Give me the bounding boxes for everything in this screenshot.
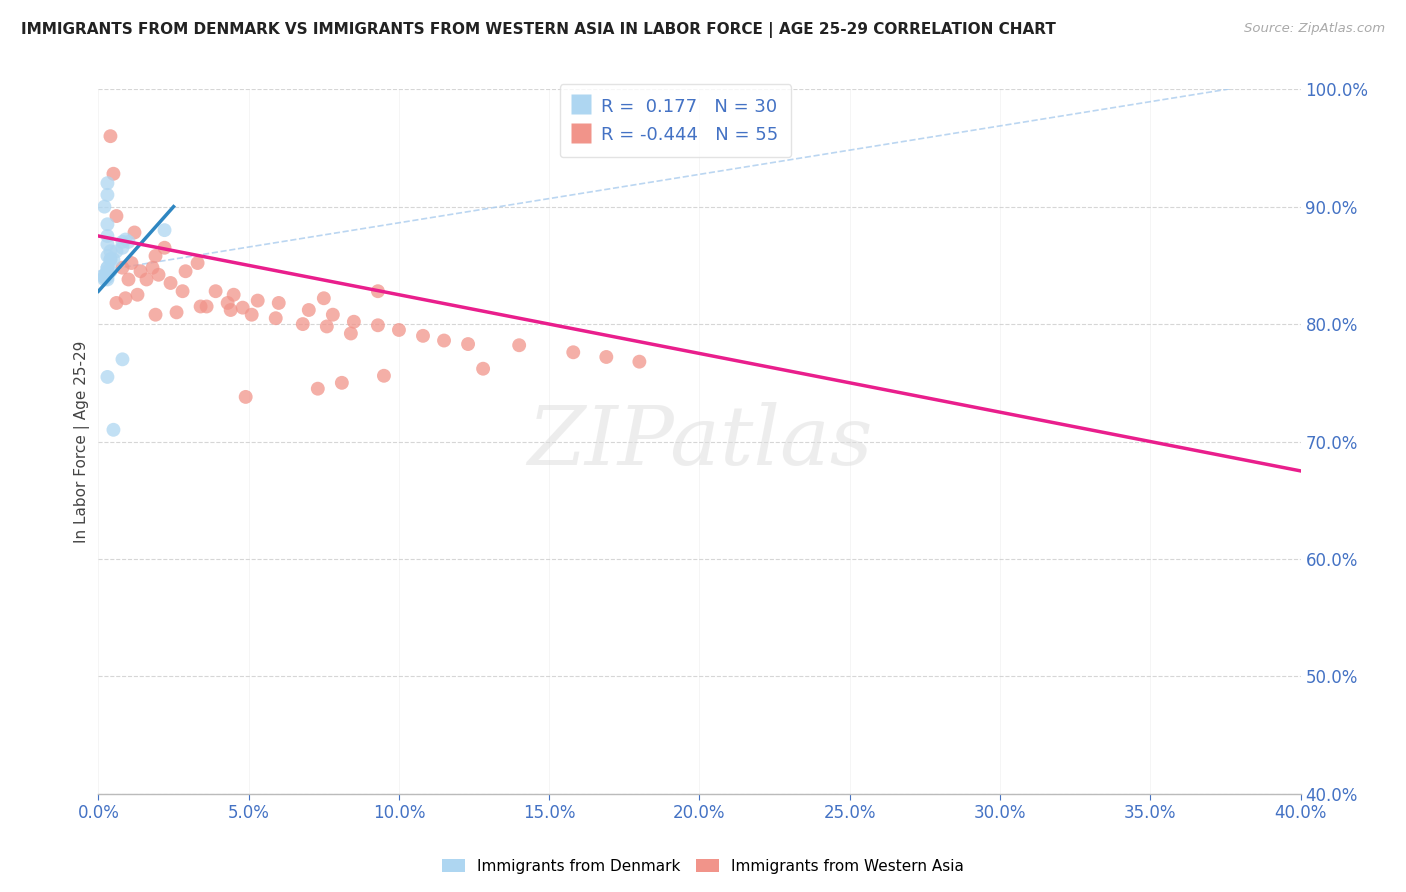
Point xyxy=(100,244,122,259)
Point xyxy=(267,296,290,310)
Point xyxy=(433,334,456,348)
Legend: R =  0.177   N = 30, R = -0.444   N = 55: R = 0.177 N = 30, R = -0.444 N = 55 xyxy=(560,84,792,157)
Point xyxy=(100,129,122,144)
Point xyxy=(111,352,134,367)
Point xyxy=(114,233,136,247)
Point xyxy=(111,235,134,249)
Point xyxy=(315,319,337,334)
Point xyxy=(96,272,118,286)
Point xyxy=(121,256,143,270)
Point xyxy=(195,300,218,314)
Point xyxy=(298,303,321,318)
Point xyxy=(307,382,329,396)
Point xyxy=(148,268,170,282)
Point xyxy=(373,368,395,383)
Point xyxy=(159,276,181,290)
Point xyxy=(153,241,176,255)
Point xyxy=(367,284,389,298)
Point xyxy=(103,423,125,437)
Point xyxy=(100,264,122,278)
Point xyxy=(100,252,122,267)
Point xyxy=(96,229,118,244)
Point xyxy=(340,326,363,341)
Point xyxy=(508,338,530,352)
Text: IMMIGRANTS FROM DENMARK VS IMMIGRANTS FROM WESTERN ASIA IN LABOR FORCE | AGE 25-: IMMIGRANTS FROM DENMARK VS IMMIGRANTS FR… xyxy=(21,22,1056,38)
Point xyxy=(204,284,226,298)
Legend: Immigrants from Denmark, Immigrants from Western Asia: Immigrants from Denmark, Immigrants from… xyxy=(436,853,970,880)
Point xyxy=(172,284,194,298)
Point xyxy=(412,328,434,343)
Point xyxy=(105,296,128,310)
Y-axis label: In Labor Force | Age 25-29: In Labor Force | Age 25-29 xyxy=(75,341,90,542)
Point xyxy=(145,308,167,322)
Point xyxy=(93,268,115,282)
Point xyxy=(103,252,125,267)
Point xyxy=(190,300,212,314)
Point xyxy=(124,226,146,240)
Point xyxy=(628,354,651,368)
Point xyxy=(343,315,366,329)
Point xyxy=(96,260,118,275)
Point xyxy=(330,376,353,390)
Point xyxy=(114,291,136,305)
Text: ZIPatlas: ZIPatlas xyxy=(527,401,872,482)
Point xyxy=(187,256,209,270)
Point xyxy=(145,249,167,263)
Point xyxy=(135,272,157,286)
Point xyxy=(166,305,188,319)
Point xyxy=(93,272,115,286)
Point xyxy=(562,345,585,359)
Point xyxy=(117,272,139,286)
Point xyxy=(111,260,134,275)
Point xyxy=(105,209,128,223)
Point xyxy=(246,293,269,308)
Point xyxy=(291,317,314,331)
Point xyxy=(96,270,118,285)
Point xyxy=(111,241,134,255)
Point xyxy=(93,270,115,285)
Point xyxy=(312,291,335,305)
Point xyxy=(96,260,118,275)
Point xyxy=(96,370,118,384)
Point xyxy=(93,270,115,285)
Point xyxy=(93,200,115,214)
Text: Source: ZipAtlas.com: Source: ZipAtlas.com xyxy=(1244,22,1385,36)
Point xyxy=(222,287,245,301)
Point xyxy=(103,167,125,181)
Point xyxy=(96,187,118,202)
Point xyxy=(174,264,197,278)
Point xyxy=(141,260,163,275)
Point xyxy=(117,235,139,249)
Point xyxy=(472,361,495,376)
Point xyxy=(96,237,118,252)
Point xyxy=(96,217,118,231)
Point xyxy=(96,176,118,190)
Point xyxy=(96,264,118,278)
Point xyxy=(219,303,242,318)
Point xyxy=(240,308,263,322)
Point xyxy=(105,244,128,259)
Point xyxy=(96,249,118,263)
Point xyxy=(367,318,389,333)
Point xyxy=(153,223,176,237)
Point xyxy=(457,337,479,351)
Point xyxy=(127,287,149,301)
Point xyxy=(100,252,122,267)
Point xyxy=(595,350,617,364)
Point xyxy=(232,301,254,315)
Point xyxy=(235,390,257,404)
Point xyxy=(217,296,239,310)
Point xyxy=(388,323,411,337)
Point xyxy=(322,308,344,322)
Point xyxy=(129,264,152,278)
Point xyxy=(264,311,287,326)
